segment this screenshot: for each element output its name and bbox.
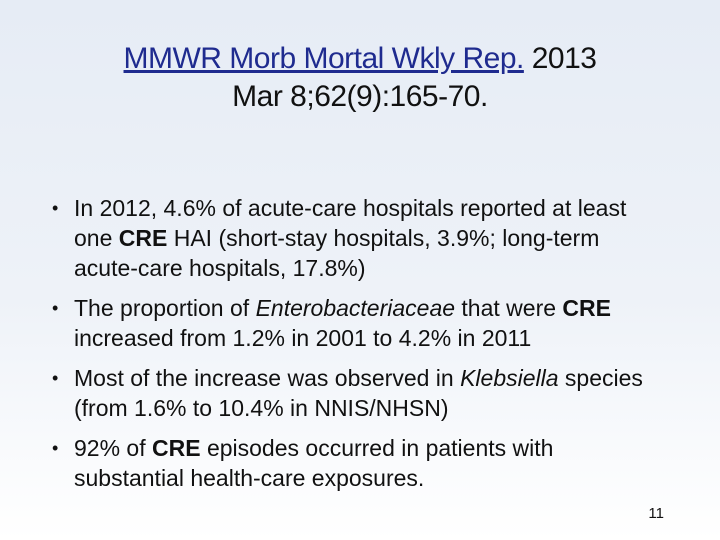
- bullet-text: The proportion of Enterobacteriaceae tha…: [74, 295, 611, 351]
- text-run: 92% of: [74, 435, 152, 461]
- bullet-icon: •: [52, 368, 59, 388]
- text-run-bold: CRE: [562, 295, 611, 321]
- text-run-italic: Klebsiella: [460, 365, 559, 391]
- bullet-text: Most of the increase was observed in Kle…: [74, 365, 643, 421]
- bullet-item: • The proportion of Enterobacteriaceae t…: [52, 293, 650, 353]
- text-run: episodes occurred in patients with subst…: [74, 435, 554, 491]
- text-run: In 2012, 4.6% of acute-care hospitals re…: [74, 195, 627, 251]
- bullet-text: In 2012, 4.6% of acute-care hospitals re…: [74, 195, 626, 281]
- text-run: Most of the increase was observed in: [74, 365, 461, 391]
- text-run: increased from 1.2% in 2001 to 4.2% in 2…: [74, 325, 532, 351]
- text-run-bold: CRE: [152, 435, 201, 461]
- text-run: that were: [455, 295, 563, 321]
- bullet-list: • In 2012, 4.6% of acute-care hospitals …: [52, 193, 650, 503]
- bullet-item: • In 2012, 4.6% of acute-care hospitals …: [52, 193, 650, 283]
- bullet-icon: •: [52, 298, 59, 318]
- text-run: HAI (short-stay hospitals, 3.9%; long-te…: [74, 225, 600, 281]
- page-number: 11: [648, 505, 664, 522]
- bullet-icon: •: [52, 198, 59, 218]
- citation-details: Mar 8;62(9):165-70.: [232, 80, 488, 113]
- citation-year: 2013: [531, 42, 597, 75]
- text-run: species (from 1.6% to 10.4% in NNIS/NHSN…: [74, 365, 643, 421]
- bullet-item: • 92% of CRE episodes occurred in patien…: [52, 433, 650, 493]
- slide-title: MMWR Morb Mortal Wkly Rep. 2013 Mar 8;62…: [60, 40, 660, 116]
- bullet-item: • Most of the increase was observed in K…: [52, 363, 650, 423]
- text-run-bold: CRE: [118, 225, 168, 251]
- bullet-icon: •: [52, 438, 59, 458]
- text-run: The proportion of: [74, 295, 256, 321]
- text-run-italic: Enterobacteriaceae: [255, 295, 456, 321]
- journal-link[interactable]: MMWR Morb Mortal Wkly Rep.: [123, 42, 525, 75]
- bullet-text: 92% of CRE episodes occurred in patients…: [74, 435, 553, 491]
